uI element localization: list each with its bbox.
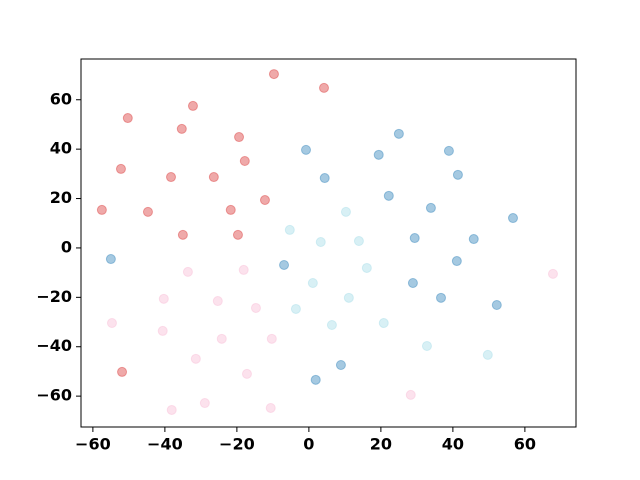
- point: [234, 132, 245, 143]
- x-tick-label: 60: [514, 435, 536, 454]
- point: [225, 204, 236, 215]
- point: [216, 333, 227, 344]
- point: [122, 113, 133, 124]
- y-tick-label: 20: [50, 188, 72, 207]
- point: [142, 206, 153, 217]
- y-tick-label: −60: [36, 386, 72, 405]
- point: [343, 292, 354, 303]
- point: [421, 340, 432, 351]
- point: [301, 144, 311, 155]
- point: [259, 195, 270, 206]
- point: [409, 233, 420, 244]
- point: [265, 402, 276, 413]
- point: [393, 128, 404, 139]
- point: [266, 333, 277, 344]
- point: [166, 172, 176, 183]
- point: [177, 229, 188, 240]
- point: [373, 149, 384, 160]
- point: [238, 264, 249, 275]
- point: [176, 123, 187, 134]
- point: [157, 325, 168, 336]
- point: [468, 234, 479, 245]
- x-tick-label: 40: [442, 435, 464, 454]
- point: [307, 278, 318, 289]
- point: [182, 266, 193, 277]
- point: [491, 299, 502, 310]
- point: [443, 145, 454, 156]
- point: [212, 296, 223, 307]
- point: [508, 213, 518, 224]
- y-tick-label: 0: [61, 237, 72, 256]
- point: [239, 156, 250, 167]
- point: [378, 318, 389, 329]
- y-tick-label: −20: [36, 287, 72, 306]
- point: [232, 229, 243, 240]
- point: [335, 360, 346, 371]
- point: [452, 169, 463, 180]
- point: [315, 237, 326, 248]
- point: [383, 190, 394, 201]
- x-tick-label: 0: [303, 435, 314, 454]
- point: [340, 206, 351, 217]
- x-tick-label: 20: [370, 435, 392, 454]
- point: [482, 349, 493, 360]
- point: [199, 398, 210, 409]
- point: [326, 319, 337, 330]
- point: [547, 268, 558, 279]
- point: [407, 278, 418, 289]
- point: [279, 259, 290, 270]
- point: [187, 100, 198, 111]
- point: [250, 302, 261, 313]
- x-tick-label: −40: [147, 435, 183, 454]
- point: [319, 173, 330, 184]
- point: [241, 368, 252, 379]
- point: [117, 366, 128, 377]
- point: [158, 293, 169, 304]
- point: [361, 262, 372, 273]
- point: [268, 69, 279, 80]
- y-tick-label: 60: [50, 89, 72, 108]
- point: [310, 374, 321, 385]
- axes-frame: [80, 58, 577, 428]
- x-tick-label: −20: [219, 435, 255, 454]
- point: [106, 318, 117, 329]
- y-tick-label: 40: [50, 139, 72, 158]
- point: [96, 204, 107, 215]
- point: [284, 224, 295, 235]
- point: [105, 254, 116, 265]
- plot-area: [81, 59, 576, 427]
- point: [190, 353, 201, 364]
- point: [166, 404, 177, 415]
- point: [319, 82, 329, 93]
- x-tick-label: −60: [75, 435, 111, 454]
- point: [405, 389, 416, 400]
- point: [451, 256, 462, 267]
- point: [353, 236, 364, 247]
- point: [115, 163, 126, 174]
- point: [436, 292, 446, 303]
- point: [290, 303, 301, 314]
- point: [208, 172, 219, 183]
- point: [425, 202, 436, 213]
- y-tick-label: −40: [36, 336, 72, 355]
